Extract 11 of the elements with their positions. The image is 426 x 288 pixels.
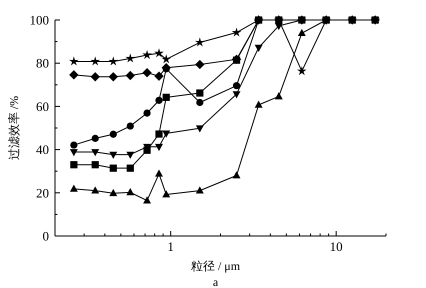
y-tick-label: 60 [36, 98, 49, 114]
x-tick-label: 1 [167, 239, 174, 254]
x-tick-label: 10 [330, 239, 343, 254]
text: a [212, 275, 219, 288]
y-tick-label: 0 [42, 228, 49, 244]
y-tick-label: 80 [36, 56, 49, 71]
y-tick-label: 100 [30, 12, 49, 28]
x-axis-title: 粒径 / μm [190, 259, 241, 273]
y-tick-label: 20 [36, 185, 49, 200]
y-axis-title: 过滤效率 /% [7, 96, 21, 160]
y-tick-label: 40 [36, 142, 49, 158]
